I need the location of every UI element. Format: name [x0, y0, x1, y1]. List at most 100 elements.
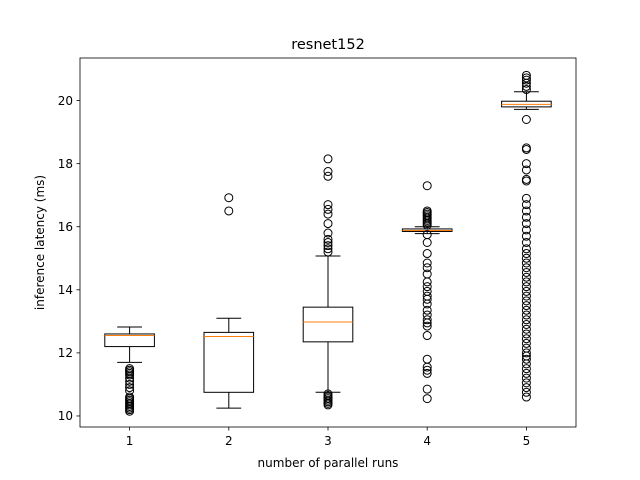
- flier-point: [521, 81, 531, 91]
- flier-point: [323, 228, 333, 238]
- flier-point: [521, 258, 531, 268]
- y-tick-label: 12: [58, 346, 73, 360]
- flier-point: [521, 277, 531, 287]
- flier-point: [521, 310, 531, 320]
- box-group-1: [104, 326, 155, 416]
- flier-point: [521, 249, 531, 259]
- flier-point: [521, 338, 531, 348]
- flier-point: [521, 253, 531, 263]
- flier-point: [521, 85, 531, 95]
- flier-point: [422, 249, 432, 259]
- flier-point: [521, 225, 531, 235]
- flier-point: [521, 165, 531, 175]
- y-tick-label: 20: [58, 94, 73, 108]
- flier-point: [521, 320, 531, 329]
- flier-point: [224, 193, 234, 203]
- flier-point: [521, 378, 531, 388]
- flier-point: [521, 334, 531, 344]
- y-tick-label: 16: [58, 220, 73, 234]
- x-tick-label: 1: [126, 434, 134, 448]
- flier-point: [323, 204, 333, 214]
- flier-point: [323, 241, 333, 251]
- flier-point: [521, 324, 531, 334]
- flier-point: [323, 154, 333, 164]
- flier-point: [422, 354, 432, 364]
- flier-point: [521, 296, 531, 306]
- flier-point: [323, 200, 333, 210]
- flier-point: [521, 143, 531, 153]
- box-group-2: [203, 193, 255, 409]
- flier-point: [422, 269, 432, 279]
- flier-point: [521, 282, 531, 292]
- flier-point: [323, 171, 333, 181]
- flier-point: [422, 321, 432, 331]
- flier-point: [125, 386, 135, 396]
- flier-point: [521, 315, 531, 325]
- flier-point: [521, 383, 531, 393]
- y-tick-label: 10: [58, 409, 73, 423]
- flier-point: [323, 234, 333, 244]
- box-group-4: [401, 181, 453, 404]
- flier-point: [422, 286, 432, 296]
- flier-point: [521, 272, 531, 282]
- y-tick-label: 14: [58, 283, 73, 297]
- flier-point: [422, 291, 432, 301]
- chart-title: resnet152: [291, 37, 365, 53]
- box: [203, 331, 255, 393]
- flier-point: [422, 384, 432, 394]
- flier-point: [521, 373, 531, 383]
- boxes-layer: [104, 70, 552, 416]
- x-axis-label: number of parallel runs: [258, 456, 399, 470]
- flier-point: [521, 364, 531, 374]
- flier-point: [323, 247, 333, 257]
- flier-point: [125, 383, 135, 393]
- flier-point: [521, 263, 531, 273]
- flier-point: [125, 392, 135, 402]
- flier-point: [422, 230, 432, 240]
- flier-point: [323, 238, 333, 247]
- x-tick-label: 4: [423, 434, 431, 448]
- flier-point: [422, 310, 432, 320]
- flier-point: [521, 75, 531, 85]
- flier-point: [521, 193, 531, 203]
- flier-point: [323, 219, 333, 229]
- flier-point: [422, 331, 432, 341]
- flier-point: [422, 263, 432, 273]
- flier-point: [521, 368, 531, 378]
- flier-point: [521, 244, 531, 254]
- flier-point: [521, 343, 531, 353]
- flier-point: [224, 206, 234, 216]
- flier-point: [125, 364, 135, 374]
- x-tick-label: 5: [523, 434, 531, 448]
- flier-point: [521, 238, 531, 247]
- flier-point: [125, 379, 135, 389]
- flier-point: [422, 282, 432, 292]
- flier-point: [521, 70, 531, 80]
- flier-point: [422, 394, 432, 404]
- flier-point: [521, 73, 531, 83]
- flier-point: [521, 159, 531, 169]
- flier-point: [323, 244, 333, 254]
- flier-point: [521, 206, 531, 216]
- flier-point: [521, 329, 531, 339]
- flier-point: [521, 354, 531, 364]
- flier-point: [521, 212, 531, 222]
- flier-point: [422, 258, 432, 268]
- flier-point: [422, 206, 432, 216]
- flier-point: [521, 267, 531, 277]
- flier-point: [422, 368, 432, 378]
- flier-point: [521, 348, 531, 358]
- flier-point: [422, 365, 432, 375]
- box: [104, 333, 155, 348]
- flier-point: [521, 286, 531, 296]
- flier-point: [521, 200, 531, 210]
- flier-point: [521, 219, 531, 229]
- flier-point: [422, 305, 432, 315]
- flier-point: [323, 209, 333, 219]
- flier-point: [422, 181, 432, 191]
- x-tick-label: 2: [225, 434, 233, 448]
- flier-point: [521, 301, 531, 311]
- flier-point: [521, 115, 531, 124]
